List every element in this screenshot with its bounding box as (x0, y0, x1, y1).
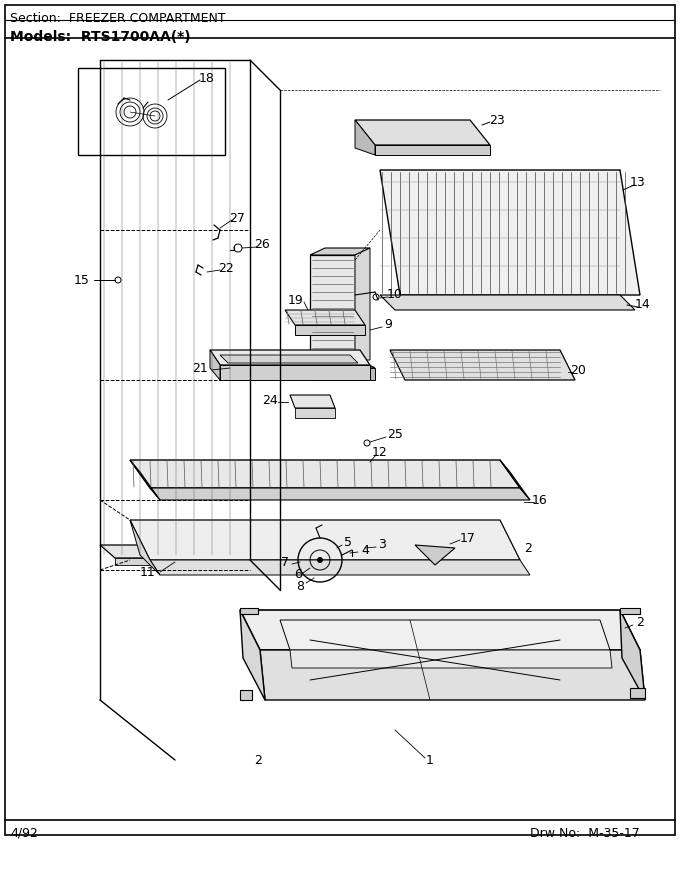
Polygon shape (500, 460, 530, 500)
Text: 27: 27 (229, 212, 245, 224)
Text: 19: 19 (288, 294, 304, 306)
Polygon shape (375, 145, 490, 155)
Polygon shape (150, 560, 530, 575)
Polygon shape (380, 170, 640, 295)
Text: 17: 17 (460, 531, 476, 545)
Text: 6: 6 (294, 569, 302, 581)
Polygon shape (240, 690, 252, 700)
Polygon shape (295, 325, 365, 335)
Text: 24: 24 (262, 393, 278, 407)
Polygon shape (390, 350, 575, 380)
Text: 11: 11 (140, 565, 156, 578)
Text: Models:  RTS1700AA(*): Models: RTS1700AA(*) (10, 30, 190, 44)
Text: 20: 20 (570, 363, 586, 376)
Polygon shape (315, 368, 375, 380)
Polygon shape (115, 558, 295, 565)
Text: 7: 7 (281, 555, 289, 569)
Polygon shape (220, 365, 370, 380)
Text: 10: 10 (387, 288, 403, 302)
Text: 16: 16 (532, 493, 548, 506)
Text: 21: 21 (192, 361, 208, 375)
Polygon shape (300, 360, 375, 368)
Polygon shape (415, 545, 455, 565)
Polygon shape (285, 310, 365, 325)
Polygon shape (620, 608, 640, 614)
Polygon shape (310, 248, 370, 255)
Text: 23: 23 (489, 114, 505, 126)
Text: 8: 8 (296, 579, 304, 593)
Text: 5: 5 (344, 537, 352, 549)
Polygon shape (630, 688, 645, 698)
Polygon shape (310, 255, 355, 360)
Text: 4: 4 (361, 544, 369, 556)
Polygon shape (295, 408, 335, 418)
Text: 26: 26 (254, 239, 270, 252)
Text: 1: 1 (426, 754, 434, 766)
Text: 15: 15 (74, 273, 90, 287)
Text: 2: 2 (636, 617, 644, 629)
Polygon shape (100, 545, 295, 558)
Polygon shape (210, 350, 220, 380)
Polygon shape (280, 620, 610, 650)
Text: 25: 25 (387, 428, 403, 441)
Polygon shape (355, 120, 375, 155)
Polygon shape (130, 460, 160, 500)
Polygon shape (130, 460, 520, 488)
Text: Section:  FREEZER COMPARTMENT: Section: FREEZER COMPARTMENT (10, 12, 226, 25)
Polygon shape (240, 610, 640, 650)
Text: 13: 13 (630, 176, 646, 190)
Text: 22: 22 (218, 262, 234, 274)
Text: 2: 2 (524, 541, 532, 554)
Polygon shape (150, 488, 530, 500)
Text: 9: 9 (384, 319, 392, 331)
Polygon shape (290, 650, 612, 668)
Polygon shape (130, 520, 520, 560)
Circle shape (317, 557, 323, 563)
Text: 3: 3 (378, 538, 386, 552)
Polygon shape (290, 395, 335, 408)
Polygon shape (220, 355, 358, 363)
Text: 18: 18 (199, 71, 215, 85)
Polygon shape (355, 120, 490, 145)
Text: Drw No:  M-35-17: Drw No: M-35-17 (530, 827, 640, 840)
Polygon shape (240, 608, 258, 614)
Polygon shape (620, 610, 645, 700)
Polygon shape (130, 520, 160, 575)
Text: 12: 12 (372, 447, 388, 459)
Polygon shape (210, 350, 370, 365)
Polygon shape (355, 248, 370, 360)
Text: 2: 2 (254, 754, 262, 766)
Polygon shape (240, 610, 265, 700)
Polygon shape (380, 295, 635, 310)
Text: 14: 14 (635, 298, 651, 312)
Text: 4/92: 4/92 (10, 827, 38, 840)
Polygon shape (260, 650, 645, 700)
